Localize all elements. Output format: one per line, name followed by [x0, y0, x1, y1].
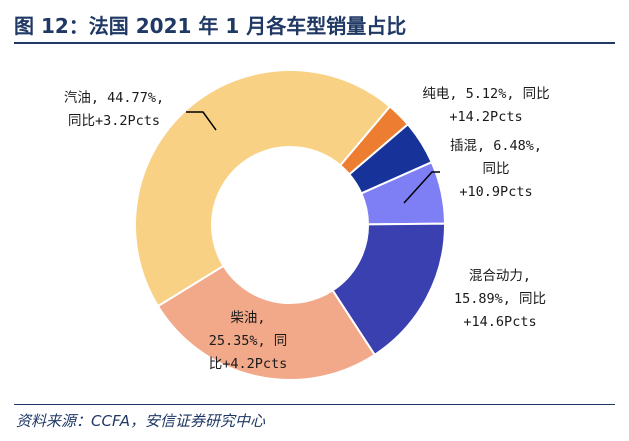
leader-phev	[403, 171, 440, 204]
label-petrol: 汽油, 44.77%,同比+3.2Pcts	[64, 90, 164, 129]
leader-lines	[186, 111, 440, 204]
label-bev: 纯电, 5.12%, 同比+14.2Pcts	[422, 86, 549, 125]
slice-petrol	[134, 69, 392, 308]
label-hybrid: 混合动力, 15.89%, 同比+14.6Pcts	[454, 268, 546, 330]
label-diesel: 柴油, 25.35%, 同比+4.2Pcts	[209, 310, 288, 372]
title-divider	[14, 42, 615, 44]
source-note: 资料来源：CCFA，安信证券研究中心	[16, 412, 265, 430]
page-title: 图 12：法国 2021 年 1 月各车型销量占比	[14, 14, 407, 38]
donut-chart: 纯电, 5.12%, 同比+14.2Pcts 插混, 6.48%,同比+10.9P…	[64, 69, 550, 381]
donut-slices	[134, 69, 447, 381]
source-divider	[14, 404, 615, 405]
label-phev: 插混, 6.48%,同比+10.9Pcts	[450, 138, 542, 200]
slice-diesel	[156, 264, 377, 381]
slice-labels: 纯电, 5.12%, 同比+14.2Pcts 插混, 6.48%,同比+10.9P…	[64, 86, 550, 372]
leader-petrol	[186, 111, 217, 131]
